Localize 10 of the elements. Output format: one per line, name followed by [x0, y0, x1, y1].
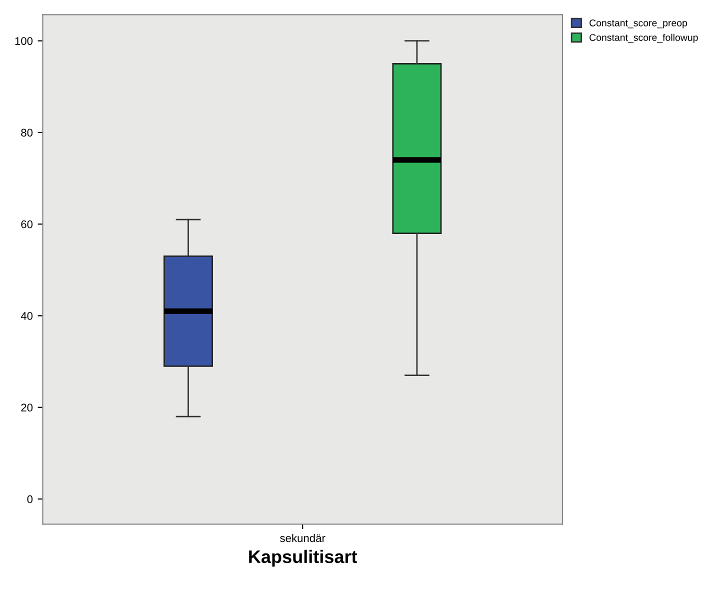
y-tick-label: 0 [27, 495, 33, 504]
legend-label: Constant_score_preop [590, 20, 688, 28]
x-axis-title: Kapsulitisart [249, 550, 358, 567]
y-tick-label: 20 [21, 404, 33, 412]
y-tick-label: 100 [15, 37, 33, 45]
y-tick-label: 40 [20, 312, 33, 320]
y-tick-label: 80 [21, 128, 33, 137]
legend-label: Constant_score_followup [590, 34, 698, 43]
y-tick-label: 60 [21, 220, 33, 228]
x-tick-label: sekundär [280, 534, 326, 542]
